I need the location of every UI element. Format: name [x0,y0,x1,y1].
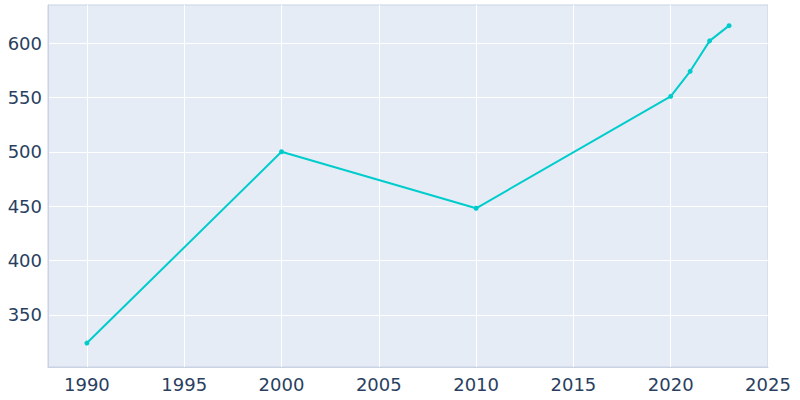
svg-text:1990: 1990 [64,374,110,395]
svg-text:1995: 1995 [161,374,207,395]
svg-text:450: 450 [8,196,42,217]
svg-text:400: 400 [8,250,42,271]
svg-text:550: 550 [8,87,42,108]
svg-text:2010: 2010 [453,374,499,395]
svg-text:500: 500 [8,141,42,162]
svg-text:350: 350 [8,304,42,325]
svg-text:2005: 2005 [356,374,402,395]
svg-text:2025: 2025 [745,374,791,395]
svg-text:600: 600 [8,33,42,54]
svg-text:2020: 2020 [648,374,694,395]
svg-text:2015: 2015 [550,374,596,395]
svg-text:2000: 2000 [259,374,305,395]
